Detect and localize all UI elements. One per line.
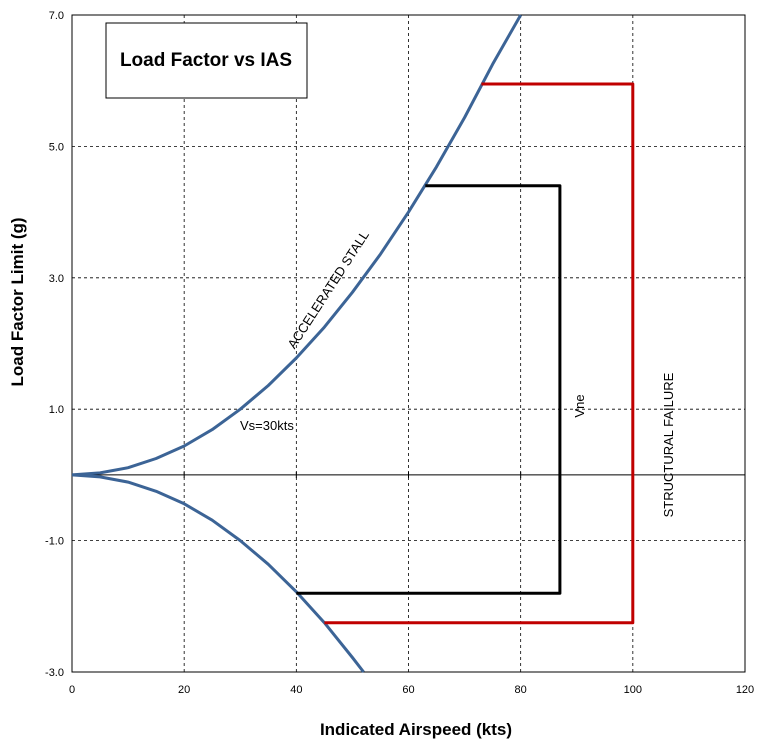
chart-title: Load Factor vs IAS [120, 50, 292, 71]
y-tick-label: 1.0 [49, 404, 64, 416]
series-line-1 [71, 473, 365, 673]
x-tick-label: 100 [624, 684, 642, 696]
x-tick-label: 80 [515, 684, 527, 696]
y-tick-label: 3.0 [49, 273, 64, 285]
x-tick-label: 40 [290, 684, 302, 696]
y-tick-label: -3.0 [45, 667, 64, 679]
series-line-3 [324, 82, 635, 625]
y-tick-label: 7.0 [49, 10, 64, 22]
chart-title-box: Load Factor vs IAS [105, 22, 308, 99]
x-tick-label: 60 [402, 684, 414, 696]
y-axis-title: Load Factor Limit (g) [8, 217, 27, 386]
x-axis-title: Indicated Airspeed (kts) [320, 720, 512, 739]
x-tick-label: 0 [69, 684, 75, 696]
y-tick-label: 5.0 [49, 141, 64, 153]
series-layer [71, 14, 635, 673]
annotation-vs: Vs=30kts [240, 418, 294, 433]
tick-labels: 0 20 40 60 80 100 120 -3.0 -1.0 1.0 3.0 5.0 7.0 [45, 10, 754, 696]
y-tick-label: -1.0 [45, 536, 64, 548]
annotation-vne: Vne [572, 394, 587, 417]
series-line-2 [296, 184, 562, 595]
x-tick-label: 20 [178, 684, 190, 696]
series-line-0 [71, 14, 523, 477]
annotation-structural-failure: STRUCTURAL FAILURE [661, 372, 676, 517]
x-tick-label: 120 [736, 684, 754, 696]
